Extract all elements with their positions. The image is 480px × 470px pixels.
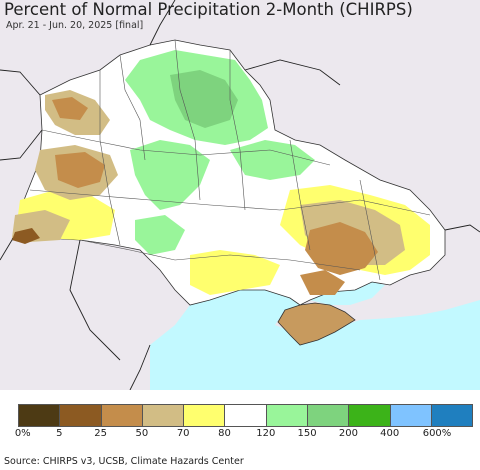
legend-label-2: 25 (94, 428, 107, 439)
legend-swatch-6 (266, 405, 309, 426)
legend-swatch-7 (308, 405, 350, 426)
brown-area-east (305, 222, 378, 275)
azov-sea (310, 282, 385, 305)
legend-color-bar (18, 404, 474, 427)
legend-swatch-8 (349, 405, 391, 426)
admin-borders (29, 39, 431, 281)
yellow-area-south (190, 250, 280, 295)
legend-label-6: 120 (256, 428, 276, 439)
wet-area-center (130, 140, 210, 210)
map-svg (0, 0, 480, 391)
legend-label-0: 0% (14, 428, 31, 439)
legend-swatch-10 (431, 405, 473, 426)
legend-label-10: 600% (422, 428, 452, 439)
legend-label-7: 150 (297, 428, 317, 439)
legend-swatch-1 (60, 405, 102, 426)
map-subtitle: Apr. 21 - Jun. 20, 2025 [final] (6, 20, 144, 31)
map-title: Percent of Normal Precipitation 2-Month … (4, 0, 413, 19)
crimea (277, 302, 356, 346)
wet-area-east (230, 140, 315, 180)
legend-label-9: 400 (380, 428, 400, 439)
legend-label-8: 200 (338, 428, 358, 439)
brown-area-south (300, 270, 345, 295)
legend-label-4: 70 (176, 428, 190, 439)
legend-swatch-3 (142, 405, 185, 426)
legend-label-1: 5 (56, 428, 63, 439)
legend-label-3: 50 (135, 428, 149, 439)
legend-swatch-4 (184, 405, 226, 426)
legend-swatch-5 (225, 405, 267, 426)
legend-swatch-0 (19, 405, 61, 426)
legend-swatch-2 (101, 405, 143, 426)
precipitation-map (0, 0, 480, 391)
source-credit: Source: CHIRPS v3, UCSB, Climate Hazards… (4, 456, 244, 467)
brown-area-northwest (52, 97, 88, 120)
legend-swatch-9 (390, 405, 432, 426)
legend-label-5: 80 (218, 428, 231, 439)
darkbrown-area-southwest (12, 228, 40, 244)
brown-area-west (55, 152, 105, 188)
wet-area-south-center (135, 215, 185, 255)
country-borders (0, 0, 480, 391)
